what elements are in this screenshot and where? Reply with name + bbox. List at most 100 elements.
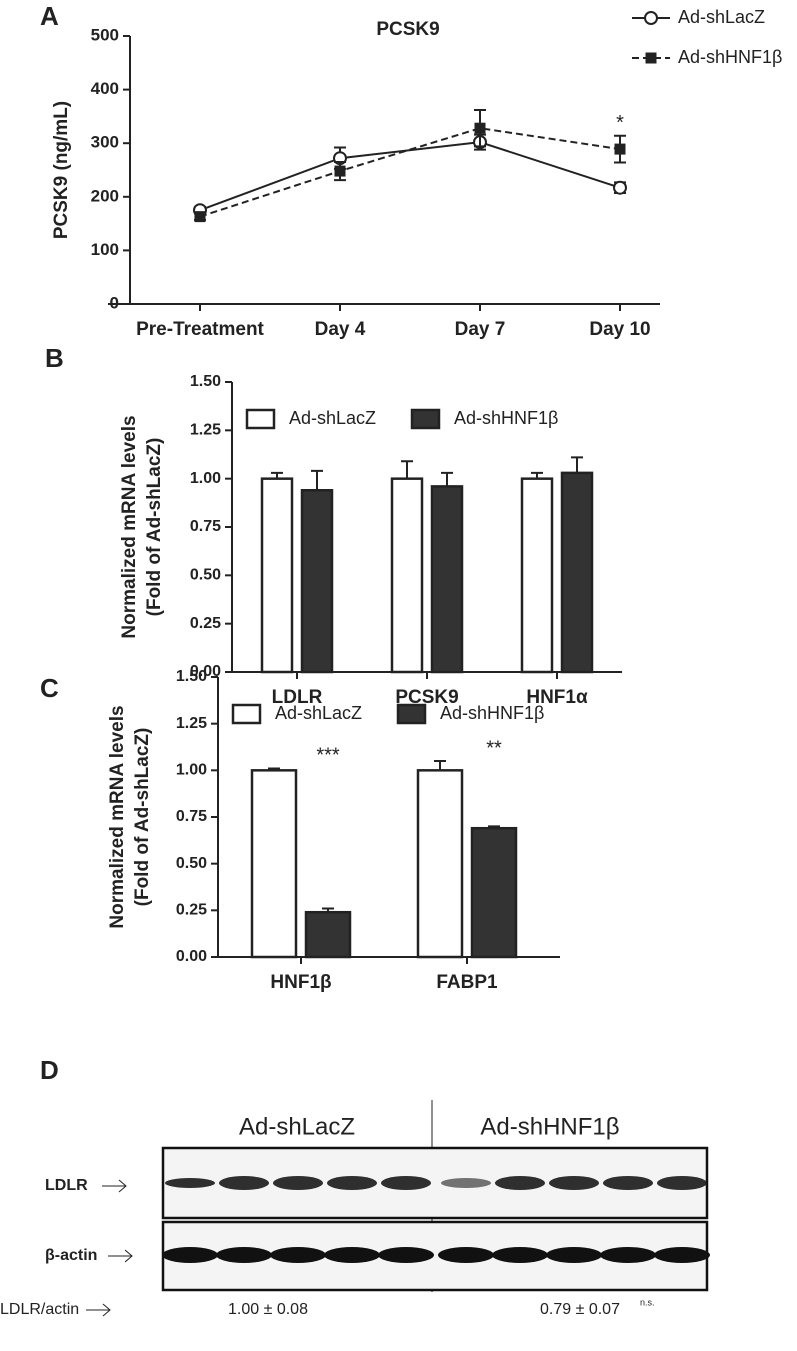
y-axis-label: (Fold of Ad-shLacZ)	[144, 438, 165, 617]
legend-marker	[645, 52, 657, 64]
x-tick-label: Day 4	[315, 319, 366, 340]
band	[327, 1176, 377, 1190]
y-tick-label: 1.25	[190, 422, 221, 439]
band	[162, 1247, 218, 1263]
y-tick-label: 1.00	[190, 470, 221, 487]
quant-value: 1.00 ± 0.08	[228, 1301, 308, 1318]
x-tick-label: Day 7	[455, 319, 506, 340]
band	[219, 1176, 269, 1190]
bar	[390, 477, 424, 674]
band	[549, 1176, 599, 1190]
arrow	[108, 1249, 133, 1263]
x-tick-label: HNF1β	[270, 972, 331, 993]
marker	[334, 165, 346, 177]
band	[216, 1247, 272, 1263]
marker	[474, 122, 486, 134]
band	[270, 1247, 326, 1263]
y-tick-label: 0.75	[176, 808, 207, 825]
band	[438, 1247, 494, 1263]
band	[657, 1176, 707, 1190]
bar	[560, 471, 594, 674]
y-axis-label: (Fold of Ad-shLacZ)	[132, 728, 153, 907]
legend-swatch	[231, 703, 262, 725]
panel-label: B	[45, 343, 64, 373]
y-tick-label: 1.00	[176, 762, 207, 779]
line	[199, 141, 621, 212]
x-tick-label: LDLR	[272, 687, 323, 708]
band	[603, 1176, 653, 1190]
x-tick-label: Pre-Treatment	[136, 319, 264, 340]
quant-value: 0.79 ± 0.07	[540, 1301, 620, 1318]
x-tick-label: HNF1α	[526, 687, 588, 708]
band	[273, 1176, 323, 1190]
bar	[470, 826, 518, 959]
bar	[300, 489, 334, 674]
y-tick-label: 1.50	[176, 668, 207, 685]
band	[441, 1178, 491, 1188]
legend-label: Ad-shLacZ	[289, 408, 376, 428]
bar	[520, 477, 554, 674]
x-tick-label: Day 10	[589, 319, 650, 340]
band	[378, 1247, 434, 1263]
y-tick-label: 0.50	[176, 855, 207, 872]
panel-label: A	[40, 1, 59, 31]
legend-label: Ad-shLacZ	[275, 703, 362, 723]
legend-label: Ad-shHNF1β	[454, 408, 558, 428]
annotation: **	[486, 737, 502, 759]
legend-label: Ad-shLacZ	[678, 7, 765, 27]
error-bar	[441, 471, 453, 487]
arrow	[86, 1303, 111, 1317]
y-tick-label: 0.25	[176, 902, 207, 919]
band	[381, 1176, 431, 1190]
y-tick-label: 0.00	[176, 948, 207, 965]
annotation: ***	[316, 745, 340, 767]
chart-title: PCSK9	[376, 19, 439, 40]
bar	[260, 477, 294, 674]
marker	[194, 211, 206, 223]
band	[654, 1247, 710, 1263]
group-label: Ad-shLacZ	[239, 1113, 355, 1140]
error-bar	[311, 469, 323, 491]
y-tick-label: 0.50	[190, 567, 221, 584]
marker	[614, 143, 626, 155]
row-label: LDLR	[45, 1177, 88, 1194]
legend-label: Ad-shHNF1β	[440, 703, 544, 723]
y-tick-label: 0.25	[190, 615, 221, 632]
annotation: *	[616, 112, 624, 134]
marker	[613, 180, 627, 195]
quant-label: LDLR/actin	[0, 1301, 79, 1318]
quant-note: n.s.	[640, 1297, 655, 1307]
y-tick-label: 1.50	[190, 373, 221, 390]
band	[165, 1178, 215, 1188]
bar	[416, 769, 464, 959]
y-axis-label: Normalized mRNA levels	[119, 415, 140, 638]
x-tick-label: PCSK9	[395, 687, 458, 708]
panel-label: C	[40, 673, 59, 703]
y-tick-label: 1.25	[176, 715, 207, 732]
legend-marker	[644, 11, 658, 25]
y-tick-label: 400	[91, 79, 119, 98]
y-tick-label: 200	[91, 186, 119, 205]
y-tick-label: 0	[110, 293, 119, 312]
x-tick-label: FABP1	[436, 972, 498, 993]
y-tick-label: 0.75	[190, 518, 221, 535]
bar	[430, 485, 464, 674]
y-tick-label: 300	[91, 133, 119, 152]
y-axis-label: PCSK9 (ng/mL)	[51, 101, 72, 239]
y-tick-label: 0.00	[190, 663, 221, 680]
y-tick-label: 100	[91, 240, 119, 259]
row-label: β-actin	[45, 1247, 97, 1264]
bar	[304, 910, 352, 959]
y-tick-label: 500	[91, 25, 119, 44]
legend-swatch	[245, 408, 276, 430]
legend-swatch	[396, 703, 427, 725]
band	[546, 1247, 602, 1263]
group-label: Ad-shHNF1β	[480, 1113, 619, 1140]
arrow	[102, 1179, 127, 1193]
error-bar	[401, 460, 413, 479]
band	[600, 1247, 656, 1263]
legend-swatch	[410, 408, 441, 430]
band	[495, 1176, 545, 1190]
error-bar	[434, 760, 446, 771]
